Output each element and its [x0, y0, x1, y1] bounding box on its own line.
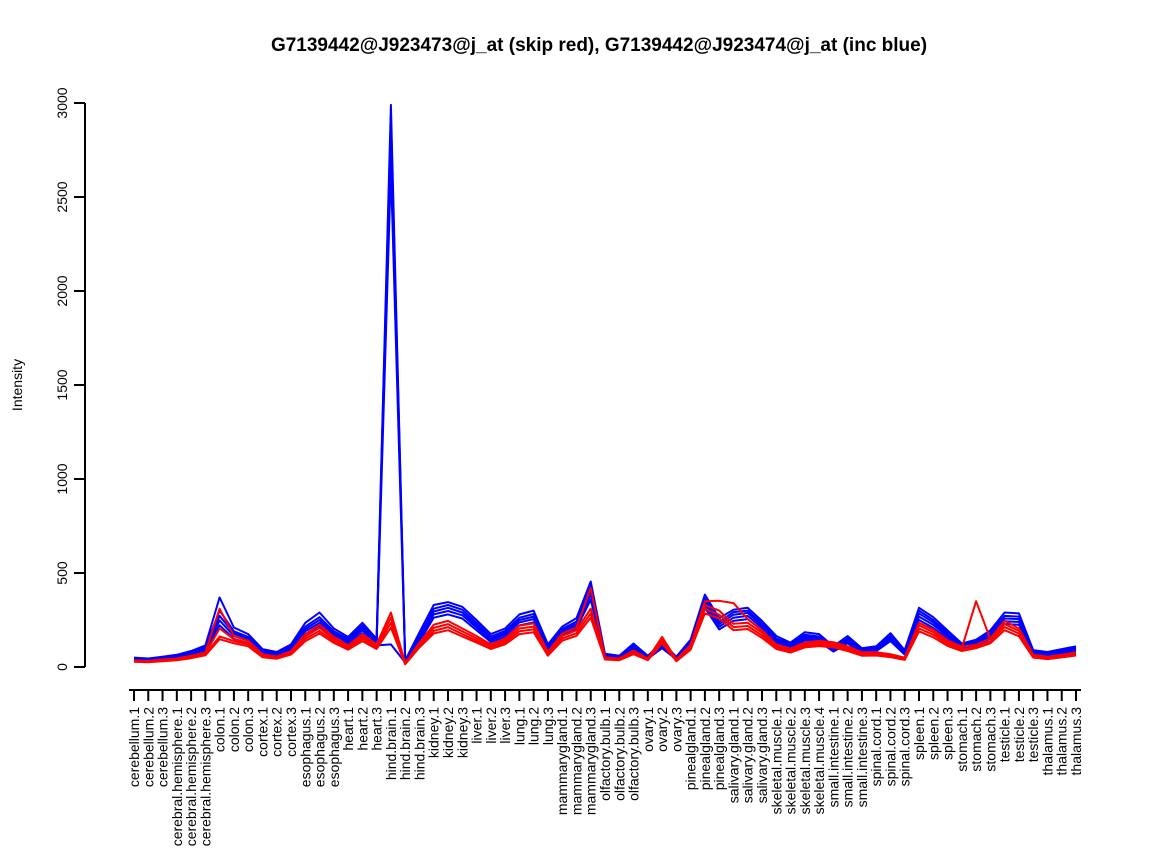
x-tick-label: testicle.1 [997, 707, 1013, 762]
x-tick-label: kidney.2 [440, 707, 456, 758]
x-tick-label: skeletal.muscle.2 [783, 707, 799, 815]
x-tick-label: cortex.1 [254, 707, 270, 757]
x-tick-label: small.intestine.2 [840, 707, 856, 808]
x-tick-label: salivary.gland.2 [740, 707, 756, 803]
x-tick-label: mammarygland.3 [583, 707, 599, 815]
x-tick-label: colon.1 [212, 707, 228, 752]
x-tick-label: lung.1 [511, 707, 527, 745]
x-tick-label: ovary.2 [654, 707, 670, 752]
x-tick-label: esophagus.2 [312, 707, 328, 787]
x-tick-label: salivary.gland.1 [725, 707, 741, 803]
x-tick-label: hind.brain.1 [383, 707, 399, 780]
y-tick-label: 3000 [54, 87, 70, 118]
y-tick-label: 2000 [54, 275, 70, 306]
x-tick-label: heart.1 [340, 707, 356, 751]
x-tick-label: hind.brain.3 [411, 707, 427, 780]
x-tick-label: cerebellum.2 [140, 707, 156, 787]
x-tick-label: stomach.3 [982, 707, 998, 772]
x-tick-label: lung.2 [526, 707, 542, 745]
series-lines [133, 103, 1077, 666]
x-tick-label: cerebellum.1 [126, 707, 142, 787]
x-tick-label: mammarygland.1 [554, 707, 570, 815]
x-tick-label: colon.2 [226, 707, 242, 752]
x-tick-label: olfactory.bulb.2 [611, 707, 627, 801]
y-tick-label: 500 [54, 561, 70, 585]
x-tick-label: cerebellum.3 [155, 707, 171, 787]
x-tick-label: heart.2 [354, 707, 370, 751]
x-tick-label: stomach.1 [954, 707, 970, 772]
x-tick-label: olfactory.bulb.1 [597, 707, 613, 801]
x-tick-label: thalamus.1 [1039, 707, 1055, 776]
x-tick-label: skeletal.muscle.4 [811, 707, 827, 815]
y-axis: 0 500 1000 1500 2000 2500 3000 [54, 87, 86, 671]
x-tick-label: spinal.cord.2 [882, 707, 898, 787]
x-tick-label: liver.1 [469, 707, 485, 744]
x-tick-label: spinal.cord.3 [897, 707, 913, 787]
x-tick-label: stomach.2 [968, 707, 984, 772]
x-tick-label: pinealgland.1 [683, 707, 699, 791]
x-tick-label: salivary.gland.3 [754, 707, 770, 803]
series-line-skip-red-4 [133, 612, 1077, 666]
x-tick-label: pinealgland.2 [697, 707, 713, 791]
y-tick-label: 0 [54, 663, 70, 671]
x-tick-label: testicle.2 [1011, 707, 1027, 762]
x-tick-label: kidney.3 [454, 707, 470, 758]
x-tick-label: heart.3 [369, 707, 385, 751]
x-tick-label: cerebral.hemisphere.2 [183, 707, 199, 847]
x-tick-label: thalamus.3 [1068, 707, 1084, 776]
x-tick-label: spleen.2 [925, 707, 941, 760]
x-tick-label: mammarygland.2 [568, 707, 584, 815]
x-tick-label: hind.brain.2 [397, 707, 413, 780]
chart-title: G7139442@J923473@j_at (skip red), G71394… [271, 35, 927, 56]
x-tick-label: skeletal.muscle.3 [797, 707, 813, 815]
x-tick-label: esophagus.3 [326, 707, 342, 787]
x-tick-label: cortex.3 [283, 707, 299, 757]
x-tick-label: kidney.1 [426, 707, 442, 758]
x-tick-label: lung.3 [540, 707, 556, 745]
x-tick-label: liver.3 [497, 707, 513, 744]
x-tick-label: small.intestine.3 [854, 707, 870, 808]
x-tick-label: spleen.1 [911, 707, 927, 760]
x-tick-label: ovary.3 [668, 707, 684, 752]
x-tick-label: cerebral.hemisphere.1 [169, 707, 185, 847]
x-tick-label: liver.2 [483, 707, 499, 744]
x-tick-label: skeletal.muscle.1 [768, 707, 784, 815]
y-tick-label: 2500 [54, 181, 70, 212]
x-tick-label: colon.3 [240, 707, 256, 752]
y-axis-label: Intensity [9, 359, 25, 411]
x-tick-label: small.intestine.1 [825, 707, 841, 808]
x-tick-label: testicle.3 [1025, 707, 1041, 762]
x-axis: cerebellum.1cerebellum.2cerebellum.3cere… [126, 689, 1084, 847]
x-tick-label: cerebral.hemisphere.3 [197, 707, 213, 847]
x-tick-label: thalamus.2 [1054, 707, 1070, 776]
x-tick-label: spinal.cord.1 [868, 707, 884, 787]
y-tick-label: 1500 [54, 369, 70, 400]
x-tick-label: ovary.1 [640, 707, 656, 752]
x-tick-label: pinealgland.3 [711, 707, 727, 791]
x-tick-label: olfactory.bulb.3 [626, 707, 642, 801]
x-tick-label: esophagus.1 [297, 707, 313, 787]
y-tick-label: 1000 [54, 463, 70, 494]
x-tick-label: cortex.2 [269, 707, 285, 757]
x-tick-label: spleen.3 [940, 707, 956, 760]
